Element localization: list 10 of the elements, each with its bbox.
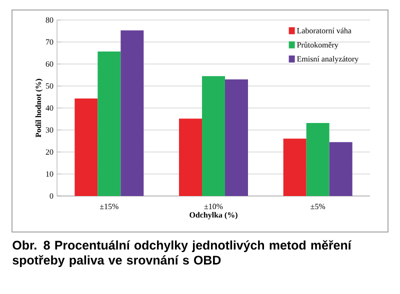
bar [202,76,225,196]
bar [179,118,202,196]
bar [306,122,330,196]
bar [283,138,306,196]
bar [98,51,121,196]
bar [120,30,144,196]
bar [225,79,248,196]
bar [329,142,352,196]
bar [74,98,98,196]
text: Obr. 8 Procentuální odchylky jednotlivých metod měření spotřeby paliva ve srovnání s OBD [12,240,352,268]
